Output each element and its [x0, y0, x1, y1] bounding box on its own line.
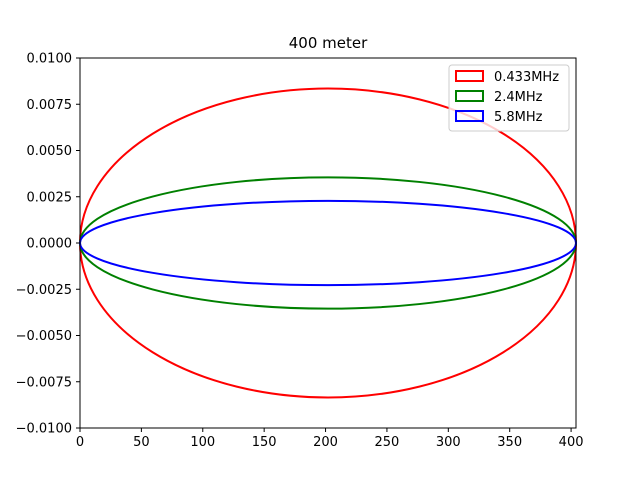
x-tick-label: 350 — [497, 435, 522, 450]
y-tick-label: −0.0075 — [16, 375, 72, 390]
x-tick-label: 150 — [252, 435, 277, 450]
y-tick-label: −0.0025 — [16, 283, 72, 298]
y-tick-label: −0.0050 — [16, 329, 72, 344]
x-tick-label: 200 — [313, 435, 338, 450]
legend-label-2: 5.8MHz — [494, 110, 543, 125]
y-tick-label: 0.0075 — [27, 98, 73, 113]
y-tick-label: 0.0050 — [27, 144, 73, 159]
legend-swatch-1 — [455, 90, 484, 102]
chart-title: 400 meter — [289, 34, 368, 52]
legend-swatch-0 — [455, 70, 484, 82]
x-tick-label: 300 — [436, 435, 461, 450]
legend: 0.433MHz 2.4MHz 5.8MHz — [448, 64, 570, 132]
y-tick-label: −0.0100 — [16, 422, 72, 437]
x-tick-label: 250 — [375, 435, 400, 450]
legend-swatch-2 — [455, 110, 484, 122]
x-tick-label: 0 — [76, 435, 84, 450]
x-tick-label: 400 — [559, 435, 584, 450]
ticks-layer: 0 50 100 150 200 250 300 350 400 0.0100 0.0075 0.00… — [16, 52, 584, 451]
series-line-1 — [79, 176, 577, 310]
legend-label-0: 0.433MHz — [494, 70, 559, 85]
y-tick-label: 0.0100 — [27, 52, 73, 67]
y-tick-label: 0.0025 — [27, 190, 73, 205]
x-tick-label: 50 — [133, 435, 150, 450]
series-layer — [79, 87, 577, 399]
series-line-2 — [79, 199, 577, 287]
series-line-0 — [79, 87, 577, 399]
plot-frame — [79, 57, 577, 429]
y-tick-label: 0.0000 — [27, 237, 73, 252]
x-tick-label: 100 — [190, 435, 215, 450]
legend-label-1: 2.4MHz — [494, 90, 543, 105]
